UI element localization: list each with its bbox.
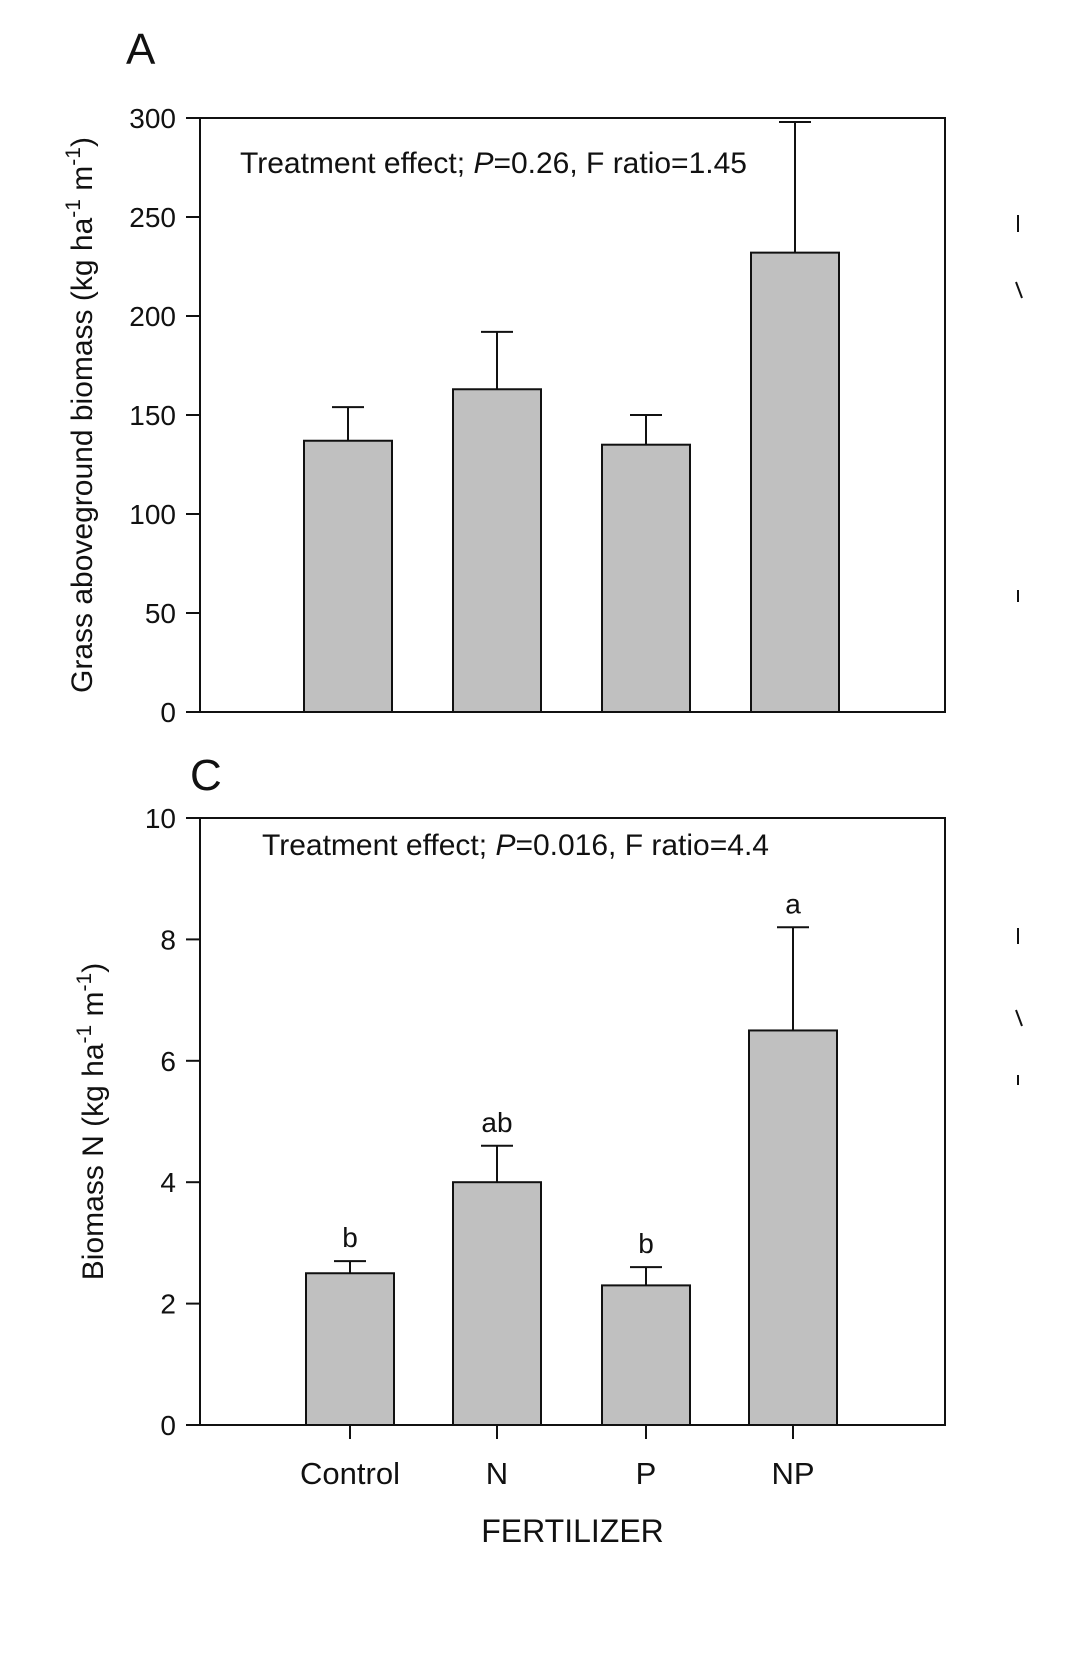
panel-c-ytick-label: 6 xyxy=(160,1046,176,1077)
panel-a-ytick-label: 150 xyxy=(129,400,176,431)
panel-c-category-label: Control xyxy=(300,1456,400,1491)
panel-a-ytick-label: 0 xyxy=(160,697,176,728)
panel-c-significance-letter: ab xyxy=(481,1107,512,1138)
panel-a-bar-n xyxy=(452,388,542,713)
panel-c-significance-letter: b xyxy=(638,1228,654,1259)
panel-c-significance-letter: b xyxy=(342,1222,358,1253)
panel-a-letter: A xyxy=(126,25,156,74)
panel-a-ytick-label: 50 xyxy=(145,598,176,629)
panel-c: C 0 2 4 6 8 10 Biomass N (kg ha-1 m-1) b Control a… xyxy=(73,751,946,1549)
panel-a-bar-np xyxy=(750,251,840,713)
clipped-adjacent-panel-edge xyxy=(1015,215,1023,1085)
panel-a-bar-control xyxy=(303,439,393,713)
panel-c-letter: C xyxy=(190,751,222,800)
panel-a-ytick-label: 200 xyxy=(129,301,176,332)
panel-a-ytick-label: 100 xyxy=(129,499,176,530)
panel-c-category-label: NP xyxy=(771,1456,814,1491)
clipped-edge-mark xyxy=(1015,281,1023,299)
panel-c-ytick-label: 10 xyxy=(145,803,176,834)
panel-c-ytick-label: 4 xyxy=(160,1167,176,1198)
panel-c-category-label: N xyxy=(486,1456,508,1491)
panel-c-significance-letter: a xyxy=(785,888,801,919)
panel-a-bar-p xyxy=(601,443,691,713)
panel-a-annotation: Treatment effect; P=0.26, F ratio=1.45 xyxy=(240,147,747,180)
panel-c-bar-n xyxy=(452,1181,542,1426)
panel-c-ytick-label: 8 xyxy=(160,924,176,955)
panel-c-bar-np xyxy=(748,1029,838,1426)
panel-c-bar-control xyxy=(305,1272,395,1426)
clipped-edge-mark xyxy=(1015,1009,1023,1027)
panel-c-xlabel: FERTILIZER xyxy=(481,1513,664,1549)
panel-c-bar-p xyxy=(601,1284,691,1427)
panel-a: A 0 50 100 150 200 250 300 Grass aboveground bio… xyxy=(62,25,946,728)
panel-a-ylabel: Grass aboveground biomass (kg ha-1 m-1) xyxy=(62,137,99,693)
panel-c-ylabel: Biomass N (kg ha-1 m-1) xyxy=(73,963,110,1280)
panel-c-ytick-label: 2 xyxy=(160,1289,176,1320)
panel-c-ytick-label: 0 xyxy=(160,1410,176,1441)
panel-a-ytick-label: 300 xyxy=(129,103,176,134)
panel-a-ytick-label: 250 xyxy=(129,202,176,233)
panel-c-category-label: P xyxy=(636,1456,657,1491)
panel-c-frame xyxy=(199,817,946,1426)
panel-c-annotation: Treatment effect; P=0.016, F ratio=4.4 xyxy=(262,829,769,862)
